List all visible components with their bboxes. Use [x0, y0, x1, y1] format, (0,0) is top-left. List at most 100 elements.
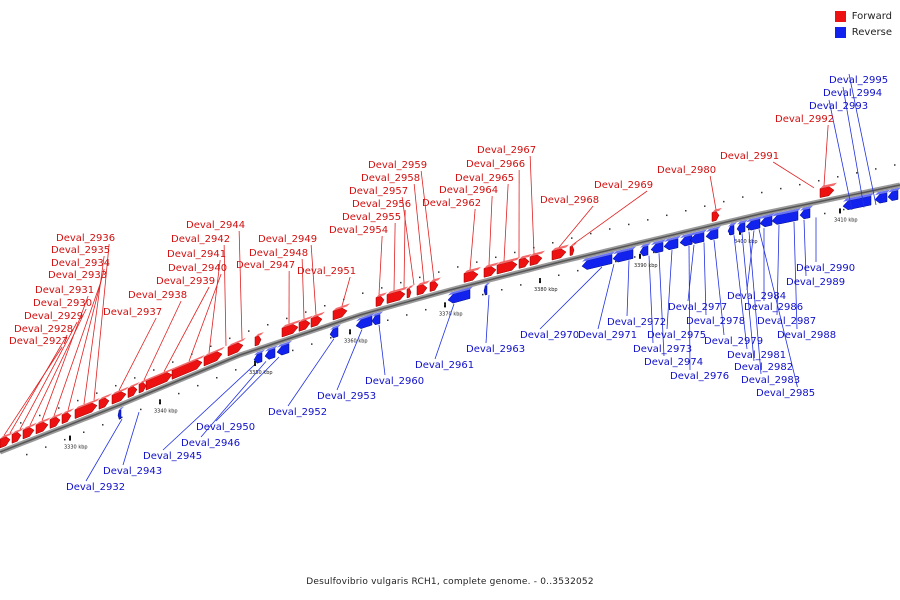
forward-gene-4-top — [50, 412, 63, 420]
forward-gene-12-top — [172, 354, 205, 371]
forward-gene-5 — [61, 412, 72, 425]
minor-tick — [837, 176, 839, 178]
minor-tick — [381, 287, 383, 289]
minor-tick — [134, 377, 136, 379]
reverse-gene-3 — [276, 343, 290, 356]
minor-tick — [685, 210, 687, 212]
minor-tick — [45, 446, 47, 448]
minor-tick — [216, 377, 218, 379]
tick-label: 3360 kbp — [344, 338, 368, 344]
forward-gene-9 — [127, 386, 138, 399]
minor-tick — [457, 266, 459, 268]
strand-legend: Forward Reverse — [834, 8, 892, 40]
minor-tick — [210, 345, 212, 347]
tick-label: 3330 kbp — [64, 445, 88, 451]
gene-label-deval-2984: Deval_2984 — [727, 291, 786, 302]
forward-gene-14-top — [228, 337, 246, 347]
forward-gene-2 — [22, 427, 35, 440]
minor-tick — [324, 305, 326, 307]
leader-deval-2927 — [3, 346, 63, 436]
reverse-gene-10-top — [613, 246, 636, 255]
minor-tick — [615, 260, 617, 263]
reverse-gene-4-top — [330, 324, 341, 330]
gene-label-deval-2981: Deval_2981 — [727, 350, 786, 361]
forward-gene-17-top — [299, 315, 313, 323]
gene-label-deval-2947: Deval_2947 — [236, 260, 295, 271]
forward-gene-32 — [711, 211, 720, 222]
gene-label-deval-2950: Deval_2950 — [196, 422, 255, 433]
gene-label-deval-2991: Deval_2991 — [720, 151, 779, 162]
minor-tick — [539, 279, 541, 281]
leader-deval-2993 — [828, 99, 853, 211]
minor-tick — [267, 324, 269, 326]
leader-deval-2942 — [223, 244, 227, 346]
leader-deval-2982 — [741, 233, 755, 362]
minor-tick — [77, 399, 79, 402]
gene-label-deval-2948: Deval_2948 — [249, 248, 308, 259]
leader-deval-2972 — [626, 260, 630, 317]
forward-gene-29-top — [530, 250, 545, 257]
minor-tick — [628, 223, 630, 226]
reverse-gene-2-top — [265, 345, 278, 352]
forward-gene-28 — [518, 257, 530, 269]
gene-label-deval-2930: Deval_2930 — [33, 298, 92, 309]
gene-label-deval-2941: Deval_2941 — [167, 249, 226, 260]
gene-label-deval-2946: Deval_2946 — [181, 438, 240, 449]
genome-caption: Desulfovibrio vulgaris RCH1, complete ge… — [306, 577, 594, 587]
major-tick — [639, 253, 641, 259]
forward-gene-3-top — [36, 417, 51, 425]
minor-tick — [438, 271, 440, 273]
minor-tick — [444, 303, 446, 306]
gene-label-deval-2957: Deval_2957 — [349, 186, 408, 197]
gene-label-deval-2988: Deval_2988 — [777, 330, 836, 341]
gene-label-deval-2970: Deval_2970 — [520, 330, 579, 341]
minor-tick — [824, 212, 826, 215]
gene-label-deval-2939: Deval_2939 — [156, 276, 215, 287]
tick-label: 3410 kbp — [834, 217, 858, 223]
minor-tick — [39, 414, 41, 417]
gene-label-deval-2961: Deval_2961 — [415, 360, 474, 371]
reverse-gene-19-top — [746, 216, 763, 223]
forward-gene-12 — [171, 359, 203, 380]
minor-tick — [83, 431, 85, 433]
forward-label: Forward — [851, 10, 892, 22]
leader-deval-2964 — [488, 195, 493, 266]
minor-tick — [197, 384, 199, 387]
leader-deval-2941 — [208, 259, 221, 353]
gene-label-deval-2936: Deval_2936 — [56, 233, 115, 244]
minor-tick — [115, 384, 117, 387]
forward-gene-11-top — [146, 367, 175, 382]
gene-label-deval-2928: Deval_2928 — [14, 324, 73, 335]
leader-deval-2995 — [848, 73, 877, 206]
gene-label-deval-2978: Deval_2978 — [686, 316, 745, 327]
backbone-line — [0, 184, 900, 453]
minor-tick — [799, 183, 801, 186]
leader-deval-2945 — [162, 365, 255, 451]
forward-gene-7-top — [99, 393, 112, 401]
minor-tick — [704, 205, 706, 207]
minor-tick — [248, 330, 250, 332]
leader-deval-2946 — [200, 361, 267, 438]
leader-deval-2938 — [143, 300, 182, 381]
minor-tick — [419, 276, 421, 279]
gene-label-deval-2933: Deval_2933 — [48, 270, 107, 281]
leader-deval-2950 — [215, 356, 280, 422]
reverse-gene-18 — [736, 222, 746, 234]
forward-gene-19-top — [333, 303, 350, 311]
gene-label-deval-2980: Deval_2980 — [657, 165, 716, 176]
minor-tick — [172, 361, 174, 363]
forward-gene-21 — [386, 290, 406, 304]
forward-gene-26 — [483, 266, 497, 278]
minor-tick — [330, 337, 332, 339]
forward-gene-31-top — [570, 242, 577, 247]
leader-deval-2944 — [238, 230, 243, 340]
forward-swatch — [834, 10, 846, 22]
gene-label-deval-2982: Deval_2982 — [734, 362, 793, 373]
gene-label-deval-2959: Deval_2959 — [368, 160, 427, 171]
minor-tick — [520, 284, 522, 286]
minor-tick — [26, 453, 28, 456]
label-leader-lines — [3, 73, 877, 482]
reverse-gene-11-top — [640, 242, 651, 248]
gene-label-deval-2951: Deval_2951 — [297, 266, 356, 277]
